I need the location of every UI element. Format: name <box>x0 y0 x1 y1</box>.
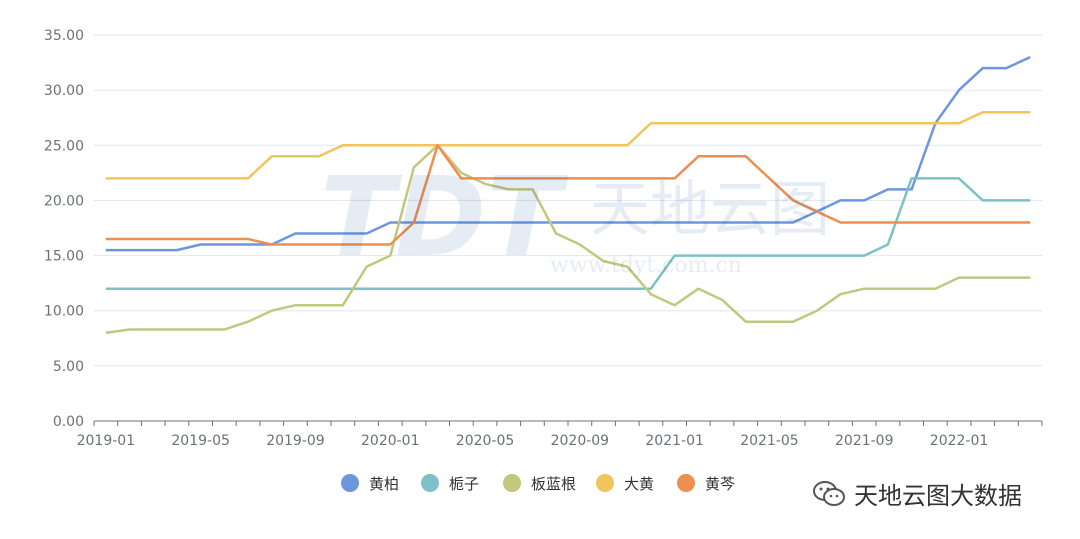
footer-text: 天地云图大数据 <box>854 482 1022 510</box>
background-watermark: TDT 天地云图 www.tdyt.com.cn <box>320 160 830 280</box>
x-axis: 2019-01 2019-05 2019-09 2020-01 2020-05 2020-… <box>77 420 1043 449</box>
chart-legend: 黄柏 栀子 板蓝根 大黄 黄芩 <box>0 470 1080 496</box>
watermark-logo: TDT <box>320 160 569 280</box>
x-tick-label: 2020-01 <box>361 433 420 449</box>
x-tick-label: 2020-09 <box>551 433 610 449</box>
series-line-栀子 <box>105 177 1031 290</box>
legend-marker <box>677 474 695 492</box>
legend-label: 大黄 <box>624 474 655 493</box>
footer-brand: 天地云图大数据 <box>812 476 1022 511</box>
legend-item[interactable]: 栀子 <box>421 470 479 496</box>
legend-label: 黄柏 <box>369 474 400 493</box>
y-axis-ticks: 0.00 5.00 10.00 15.00 20.00 25.00 30.00 35.00 <box>44 28 84 430</box>
y-tick-label: 0.00 <box>53 414 84 430</box>
y-tick-label: 20.00 <box>44 193 84 209</box>
watermark-title: 天地云图 <box>590 175 830 245</box>
line-chart: 0.00 5.00 10.00 15.00 20.00 25.00 30.00 35.00 2… <box>44 28 1043 449</box>
x-tick-label: 2019-09 <box>266 433 325 449</box>
y-tick-label: 10.00 <box>44 304 84 320</box>
series-line-黄芩 <box>105 144 1031 246</box>
wechat-icon <box>813 480 845 506</box>
legend-marker <box>341 474 359 492</box>
series-line-大黄 <box>105 110 1031 180</box>
legend-marker <box>421 474 439 492</box>
y-tick-label: 15.00 <box>44 249 84 265</box>
series-line-板蓝根 <box>105 144 1031 335</box>
legend-label: 黄芩 <box>705 474 736 493</box>
x-tick-label: 2021-05 <box>740 433 799 449</box>
series-line-黄柏 <box>105 55 1031 252</box>
y-tick-label: 30.00 <box>44 83 84 99</box>
series-lines <box>105 55 1031 335</box>
x-tick-label: 2019-01 <box>77 433 136 449</box>
legend-item[interactable]: 板蓝根 <box>503 470 576 496</box>
x-tick-label: 2019-05 <box>171 433 230 449</box>
x-tick-label: 2021-09 <box>835 433 894 449</box>
y-tick-label: 5.00 <box>53 359 84 375</box>
legend-item[interactable]: 大黄 <box>596 470 654 496</box>
x-tick-label: 2022-01 <box>930 433 989 449</box>
legend-label: 板蓝根 <box>531 474 577 493</box>
y-tick-label: 25.00 <box>44 138 84 154</box>
x-tick-label: 2020-05 <box>456 433 515 449</box>
legend-item[interactable]: 黄芩 <box>677 470 735 496</box>
legend-marker <box>596 474 614 492</box>
legend-item[interactable]: 黄柏 <box>341 470 399 496</box>
y-tick-label: 35.00 <box>44 28 84 44</box>
x-tick-label: 2021-01 <box>645 433 704 449</box>
legend-marker <box>503 474 521 492</box>
watermark-url: www.tdyt.com.cn <box>550 253 742 278</box>
legend-label: 栀子 <box>449 474 480 493</box>
